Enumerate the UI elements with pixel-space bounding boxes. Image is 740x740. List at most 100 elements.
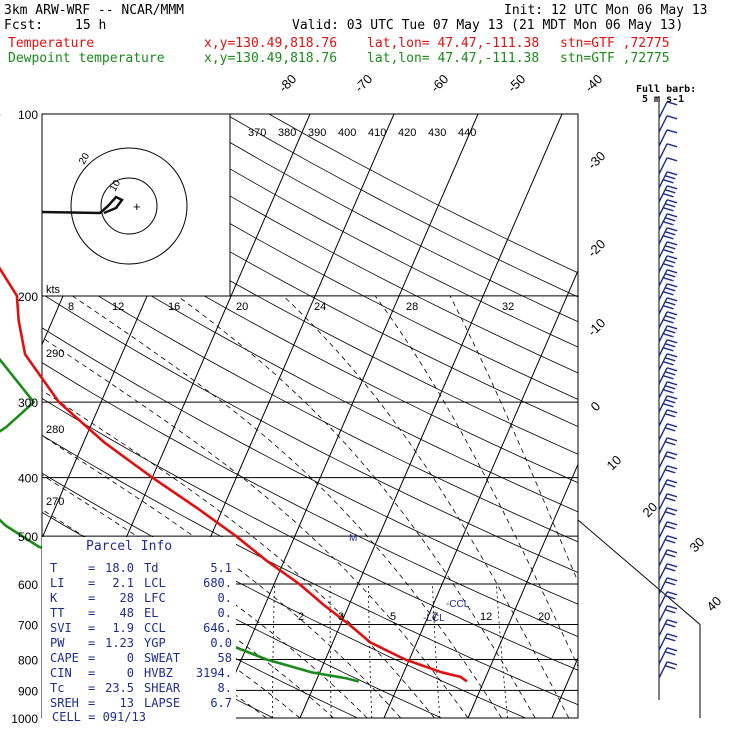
forecast-label: Fcst: (4, 18, 44, 33)
wind-barb (658, 199, 678, 217)
isotherm-label: -70 (352, 71, 376, 95)
dry-adiabat-line (42, 327, 578, 605)
theta-e-label: 16 (168, 301, 180, 313)
parcel-info-title: Parcel Info (86, 539, 173, 554)
parcel-eq-sign: = (88, 591, 96, 605)
isotherm-line (636, 114, 740, 718)
wind-barb (658, 535, 678, 553)
hodograph-inset: +10 20 kts (41, 113, 231, 297)
parcel-label: LCL (144, 576, 166, 590)
wind-barb (658, 423, 678, 441)
wind-barb (658, 269, 678, 287)
pressure-tick-label: 600 (18, 578, 38, 592)
isotherm-label: 30 (687, 534, 708, 555)
theta-e-label: 20 (236, 301, 248, 313)
isotherm-label: -40 (582, 71, 606, 95)
parcel-eq-sign: = (88, 636, 96, 650)
parcel-value: 0. (217, 591, 232, 605)
isotherm-label: 0 (588, 398, 604, 414)
parcel-label: CAPE (50, 651, 79, 665)
parcel-label: YGP (144, 636, 166, 650)
legend-temperature-latlon: lat,lon= 47.47,-111.38 (367, 36, 540, 51)
wind-barb (658, 577, 678, 595)
dry-adiabat-line (42, 196, 578, 484)
parcel-label: CIN (50, 666, 72, 680)
moist-adiabat-line (42, 509, 334, 718)
parcel-value: 0 (126, 651, 134, 665)
theta-label: 290 (46, 348, 64, 360)
theta-label: 430 (428, 127, 446, 139)
dry-adiabat-line (42, 293, 578, 573)
wind-barb (658, 325, 678, 343)
wind-barb (658, 465, 678, 483)
parcel-value: 3194. (195, 666, 232, 680)
isotherm-line (215, 114, 479, 718)
wind-barb (658, 591, 678, 609)
parcel-label: SWEAT (144, 651, 181, 665)
dry-adiabat-line (42, 228, 578, 513)
pressure-tick-label: 300 (18, 396, 38, 410)
wind-barb (658, 521, 678, 539)
parcel-eq-sign: = (88, 681, 96, 695)
isotherm-line (299, 114, 563, 718)
parcel-value: 0. (217, 606, 232, 620)
parcel-value: 680. (203, 576, 232, 590)
dry-adiabat-line (42, 166, 578, 455)
mixing-ratio-line (272, 583, 275, 718)
parcel-eq-sign: = (88, 651, 96, 665)
hodograph-trace (41, 195, 124, 215)
wind-barb (658, 353, 678, 371)
parcel-value: 6.7 (210, 696, 232, 710)
wind-barb (658, 339, 678, 357)
parcel-label: SREH (50, 696, 79, 710)
parcel-eq-sign: = (88, 561, 96, 575)
parcel-value: 13 (119, 696, 134, 710)
pressure-tick-label: 900 (18, 684, 38, 698)
parcel-label: K (50, 591, 58, 605)
init-time: Init: 12 UTC Mon 06 May 13 (504, 3, 708, 18)
wind-barb (658, 507, 678, 525)
wind-barb (658, 605, 678, 623)
valid-time: Valid: 03 UTC Tue 07 May 13 (21 MDT Mon … (292, 18, 684, 33)
dry-adiabat-line (181, 114, 578, 323)
parcel-label: SVI (50, 621, 72, 635)
dry-adiabat-line (51, 114, 578, 400)
wind-barb (658, 563, 678, 581)
temperature-profile (0, 114, 468, 683)
legend-temperature-name: Temperature (8, 36, 95, 51)
wind-barb (658, 451, 678, 469)
sounding-annotation: -LCL (423, 613, 445, 624)
theta-e-label: 24 (314, 301, 326, 313)
sounding-annotation: M (349, 533, 357, 544)
isotherm-label: -20 (585, 236, 609, 260)
parcel-label: EL (144, 606, 159, 620)
pressure-tick-label: 1000 (11, 712, 38, 726)
mixing-ratio-line (329, 583, 332, 718)
theta-e-label: 12 (112, 301, 124, 313)
mixing-ratio-label: 12 (480, 611, 492, 623)
wind-barb (658, 255, 678, 273)
isotherm-label: -60 (428, 71, 452, 95)
hodograph-storm-marker: + (133, 199, 141, 214)
wind-barb (658, 297, 678, 315)
parcel-label: LAPSE (144, 696, 181, 710)
pressure-tick-label: 400 (18, 472, 38, 486)
wind-barb (658, 367, 678, 385)
legend-dewpoint-latlon: lat,lon= 47.47,-111.38 (367, 51, 540, 66)
wind-barb (658, 213, 678, 231)
wind-barb (658, 647, 678, 665)
parcel-value: 58 (217, 651, 232, 665)
parcel-label: T (50, 561, 58, 575)
parcel-label: CCL (144, 621, 166, 635)
parcel-cell-value: CELL = 091/13 (52, 710, 146, 724)
parcel-label: PW (50, 636, 65, 650)
hodograph-ring-label: 20 (77, 151, 92, 167)
parcel-value: 0.0 (210, 636, 232, 650)
hodograph-ring-label: 10 (108, 178, 123, 194)
mixing-ratio-line (432, 583, 441, 718)
legend-temperature-xy: x,y=130.49,818.76 (204, 36, 338, 51)
legend-dewpoint-stn: stn=GTF ,72775 (560, 51, 670, 66)
parcel-value: 1.23 (105, 636, 134, 650)
parcel-eq-sign: = (88, 606, 96, 620)
